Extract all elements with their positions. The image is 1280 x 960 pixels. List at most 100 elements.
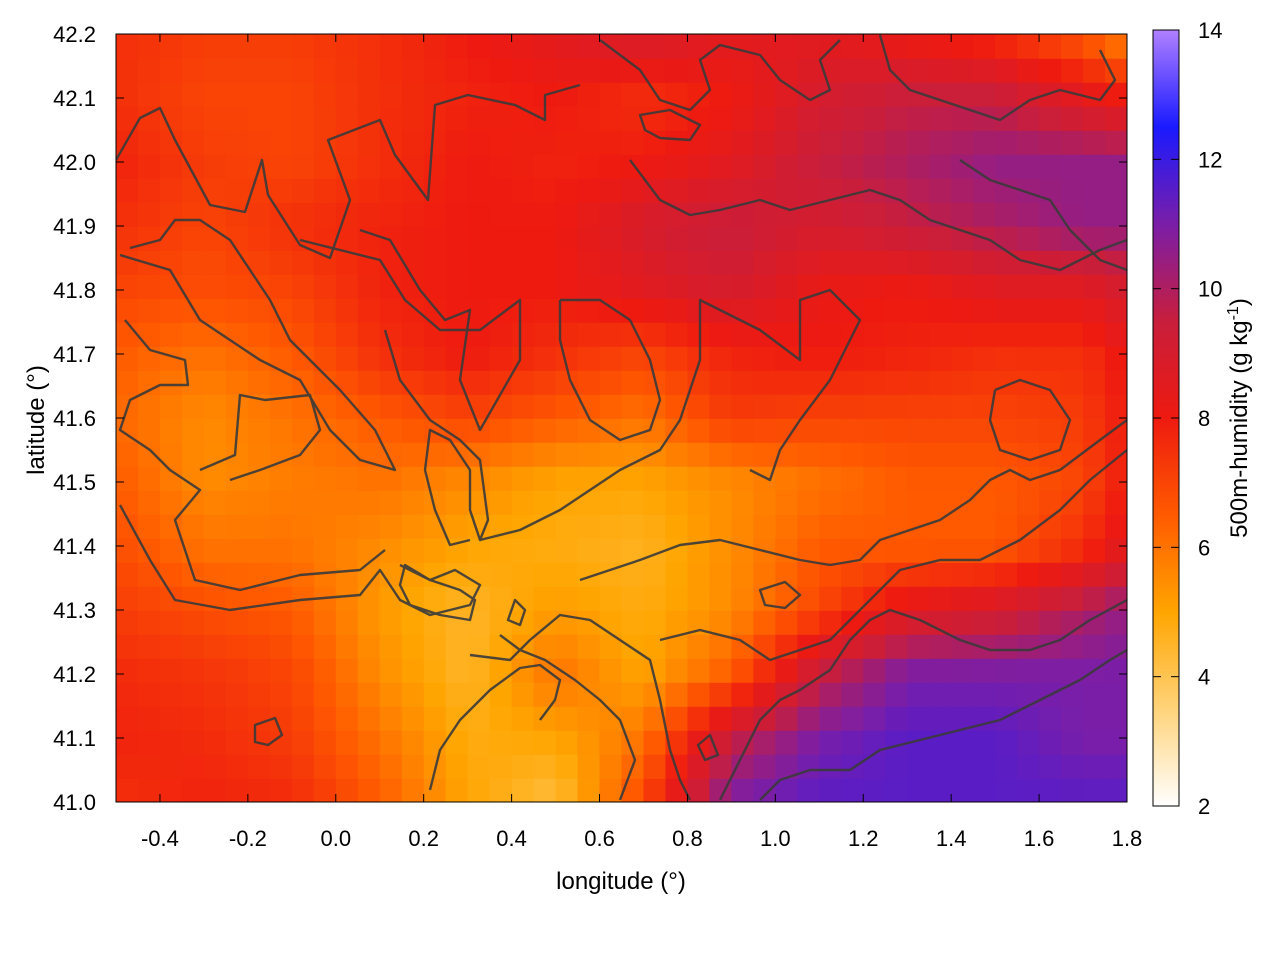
heatmap-cell <box>445 562 469 587</box>
heatmap-cell <box>599 178 623 203</box>
heatmap-cell <box>269 154 293 179</box>
heatmap-cell <box>1083 514 1106 539</box>
heatmap-cell <box>445 490 469 515</box>
heatmap-cell <box>467 82 491 107</box>
heatmap-cell <box>973 610 996 635</box>
heatmap-cell <box>643 682 667 707</box>
heatmap-cell <box>511 658 535 683</box>
heatmap-cell <box>995 274 1018 299</box>
heatmap-cell <box>863 754 887 779</box>
heatmap-cell <box>489 658 513 683</box>
heatmap-cell <box>863 346 887 371</box>
x-tick-label: 1.8 <box>1112 826 1143 851</box>
heatmap-cell <box>203 778 227 802</box>
heatmap-cell <box>1039 778 1062 802</box>
heatmap-cell <box>181 466 205 491</box>
heatmap-cell <box>533 658 557 683</box>
heatmap-cell <box>291 610 315 635</box>
heatmap-cell <box>291 58 315 83</box>
heatmap-cell <box>181 442 205 467</box>
heatmap-cell <box>599 658 623 683</box>
heatmap-cell <box>599 130 623 155</box>
heatmap-cell <box>929 706 952 731</box>
heatmap-cell <box>401 274 425 299</box>
contour-line <box>758 580 802 610</box>
heatmap-cell <box>291 394 315 419</box>
heatmap-cell <box>643 514 667 539</box>
heatmap-cell <box>489 682 513 707</box>
heatmap-cell <box>379 514 403 539</box>
heatmap-cell <box>489 490 513 515</box>
heatmap-cell <box>467 682 491 707</box>
heatmap-cell <box>1105 610 1127 635</box>
heatmap-cell <box>181 130 205 155</box>
heatmap-cell <box>753 490 777 515</box>
y-axis-ticks: 41.0 41.1 41.2 41.3 41.4 41.5 41.6 41.7 41.8 41.9… <box>53 22 1127 815</box>
heatmap-cell <box>181 730 205 755</box>
heatmap-cell <box>1105 226 1127 251</box>
heatmap-cell <box>159 226 183 251</box>
heatmap-cell <box>291 754 315 779</box>
x-axis-label: longitude (°) <box>556 868 686 895</box>
heatmap-cell <box>555 202 579 227</box>
heatmap-cell <box>951 610 974 635</box>
heatmap-cell <box>819 538 843 563</box>
heatmap-cell <box>555 154 579 179</box>
heatmap-cell <box>687 754 711 779</box>
heatmap-cell <box>159 82 183 107</box>
heatmap-cell <box>533 178 557 203</box>
heatmap-cell <box>533 562 557 587</box>
heatmap-cell <box>137 466 161 491</box>
heatmap-cell <box>137 130 161 155</box>
heatmap-cell <box>401 178 425 203</box>
heatmap-cell <box>116 322 139 347</box>
heatmap-cell <box>247 778 271 802</box>
heatmap-cell <box>775 178 799 203</box>
heatmap-cell <box>731 370 755 395</box>
heatmap-cell <box>819 586 843 611</box>
heatmap-cell <box>753 154 777 179</box>
heatmap-cell <box>599 82 623 107</box>
heatmap-cell <box>841 658 865 683</box>
heatmap-cell <box>885 298 909 323</box>
heatmap-cell <box>379 730 403 755</box>
heatmap-cell <box>203 754 227 779</box>
heatmap-cell <box>1061 706 1084 731</box>
heatmap-cell <box>841 778 865 802</box>
heatmap-cell <box>687 682 711 707</box>
heatmap-cell <box>445 58 469 83</box>
heatmap-cell <box>467 346 491 371</box>
heatmap-cell <box>203 730 227 755</box>
heatmap-cell <box>423 346 447 371</box>
heatmap-cell <box>1017 730 1040 755</box>
heatmap-cell <box>929 370 952 395</box>
heatmap-cell <box>1039 250 1062 275</box>
heatmap-cell <box>423 130 447 155</box>
heatmap-cell <box>621 346 645 371</box>
heatmap-cell <box>181 58 205 83</box>
heatmap-cell <box>819 466 843 491</box>
heatmap-cell <box>467 226 491 251</box>
heatmap-cell <box>643 466 667 491</box>
x-tick-label: 0.4 <box>496 826 527 851</box>
heatmap-cell <box>159 34 183 59</box>
heatmap-cell <box>137 298 161 323</box>
heatmap-cell <box>203 586 227 611</box>
heatmap-cell <box>247 442 271 467</box>
heatmap-cell <box>775 778 799 802</box>
heatmap-cell <box>973 658 996 683</box>
heatmap-cell <box>797 106 821 131</box>
heatmap-cell <box>269 586 293 611</box>
x-tick-label: 0.0 <box>320 826 351 851</box>
heatmap-cell <box>709 58 733 83</box>
heatmap-cell <box>819 706 843 731</box>
heatmap-cell <box>511 442 535 467</box>
heatmap-cell <box>841 34 865 59</box>
contour-line <box>659 449 1127 662</box>
heatmap-cell <box>775 34 799 59</box>
heatmap-cell <box>951 394 974 419</box>
heatmap-cell <box>819 106 843 131</box>
heatmap-cell <box>1061 778 1084 802</box>
heatmap-cell <box>116 562 139 587</box>
heatmap-cell <box>643 610 667 635</box>
